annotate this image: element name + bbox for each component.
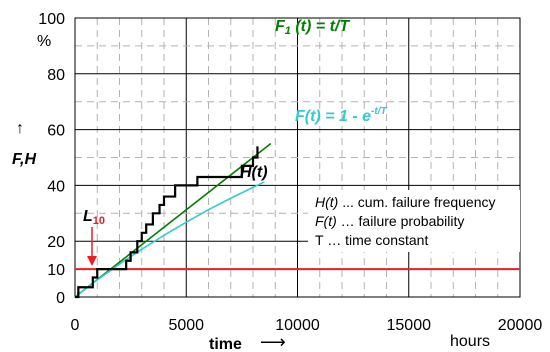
x-tick-labels: 0 5000 10000 15000 20000 (71, 317, 543, 334)
y-tick-label: 100 (38, 11, 65, 28)
f1-label-main: F (275, 18, 286, 35)
l10-label-sub: 10 (93, 215, 105, 227)
f1-label-sub: 1 (285, 25, 291, 37)
legend-text: … failure probability (337, 213, 465, 229)
x-axis-arrow: ⟶ (260, 332, 286, 352)
y-tick-label: 0 (56, 290, 65, 307)
x-tick-label: 5000 (168, 317, 204, 334)
chart-series (74, 142, 272, 299)
y-axis-arrow: ↑ (16, 120, 24, 137)
chart-y-unit: % (37, 33, 51, 50)
series-line-3 (75, 146, 259, 299)
y-tick-label: 10 (47, 262, 65, 279)
x-tick-label: 15000 (387, 317, 432, 334)
f1-label-rest: (t) = t/T (291, 18, 350, 35)
f-label-main: F(t) = 1 - e (295, 108, 371, 125)
x-tick-label: 10000 (275, 317, 320, 334)
legend-entry: H(t) ... cum. failure frequency (315, 194, 496, 210)
h-label: H(t) (240, 164, 268, 181)
legend-symbol: T (315, 232, 324, 248)
plot-border (74, 17, 521, 298)
l10-label-main: L (83, 208, 93, 225)
x-tick-label: 20000 (498, 317, 543, 334)
y-tick-labels: 0 10 20 40 60 80 100 (38, 11, 65, 307)
legend-symbol: H(t) (315, 194, 338, 210)
x-axis-label: time (209, 336, 242, 352)
legend-text: … time constant (323, 232, 428, 248)
y-tick-label: 20 (47, 234, 65, 251)
x-tick-label: 0 (71, 317, 80, 334)
f-label: F(t) = 1 - e-t/T (295, 106, 387, 125)
legend-box (308, 190, 520, 252)
y-tick-label: 40 (47, 178, 65, 195)
legend-entry: T … time constant (315, 232, 428, 248)
l10-label: L10 (83, 208, 105, 227)
legend-entry: F(t) … failure probability (315, 213, 464, 229)
series-line-2 (74, 181, 265, 298)
y-tick-label: 60 (47, 123, 65, 140)
l10-arrow-head (87, 256, 97, 266)
f-label-sup: -t/T (371, 106, 387, 117)
series-line-1 (74, 142, 272, 298)
legend-text: ... cum. failure frequency (338, 194, 495, 210)
f1-label: F1 (t) = t/T (275, 18, 350, 37)
x-axis-unit: hours (450, 333, 490, 350)
legend-symbol: F(t) (315, 213, 337, 229)
y-tick-label: 80 (47, 67, 65, 84)
y-axis-label: F,H (12, 151, 36, 168)
